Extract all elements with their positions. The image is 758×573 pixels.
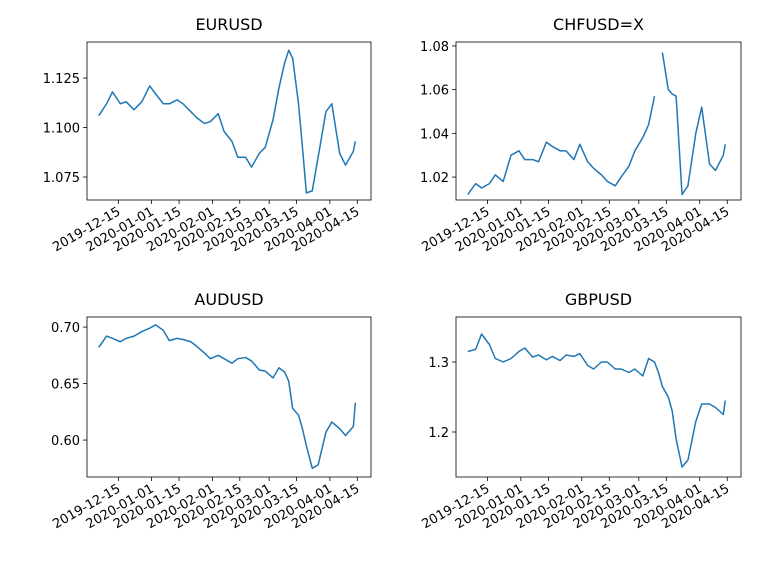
chart-title: GBPUSD xyxy=(565,290,632,309)
y-tick-label: 1.100 xyxy=(43,122,80,137)
y-tick-label: 1.075 xyxy=(43,171,80,186)
chart-title: CHFUSD=X xyxy=(553,15,644,34)
series-line xyxy=(467,333,727,468)
series-line xyxy=(467,96,656,195)
y-tick-label: 1.06 xyxy=(420,84,449,99)
y-tick-label: 1.02 xyxy=(420,171,449,186)
y-tick-label: 1.08 xyxy=(420,40,449,55)
y-tick-label: 1.3 xyxy=(428,356,449,371)
y-tick-label: 1.04 xyxy=(420,127,449,142)
axes-frame xyxy=(455,316,742,478)
y-tick-label: 1.125 xyxy=(43,72,80,87)
series-line xyxy=(98,49,357,194)
series-line xyxy=(98,324,357,470)
axes-frame xyxy=(86,316,372,478)
y-tick-label: 0.65 xyxy=(51,378,80,393)
axes-frame xyxy=(86,41,372,201)
y-tick-label: 0.60 xyxy=(51,434,80,449)
axes-frame xyxy=(455,41,742,201)
chart-title: EURUSD xyxy=(195,15,262,34)
y-tick-label: 0.70 xyxy=(51,321,80,336)
series-line xyxy=(661,52,727,196)
y-tick-label: 1.2 xyxy=(428,426,449,441)
chart-title: AUDUSD xyxy=(194,290,263,309)
